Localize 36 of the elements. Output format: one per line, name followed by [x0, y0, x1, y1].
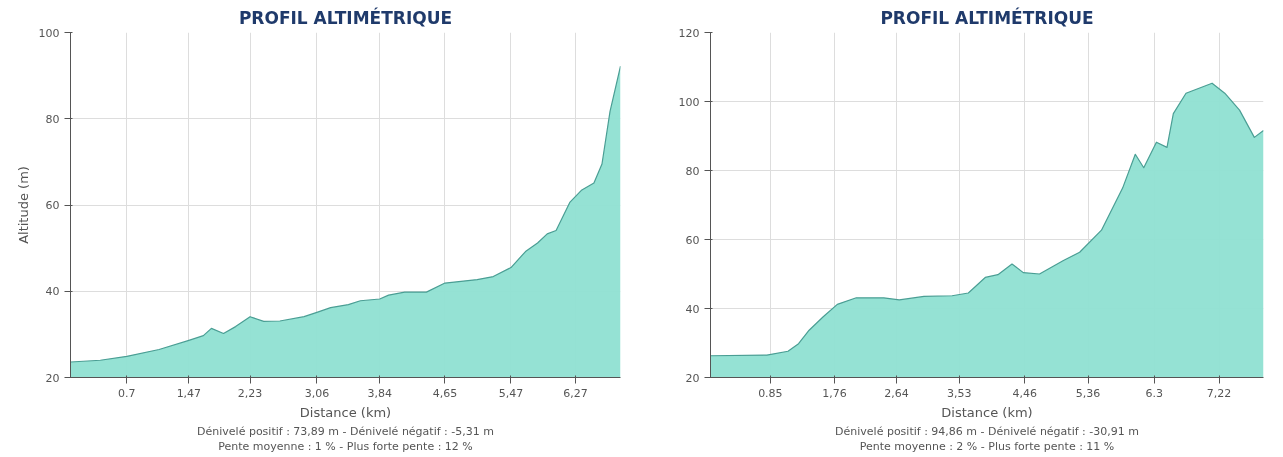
x-tick-label: 7,22: [1206, 386, 1232, 400]
y-tick-label: 80: [685, 164, 700, 178]
y-tick-label: 100: [678, 95, 700, 109]
x-tick-label: 6,27: [563, 386, 588, 400]
y-tick-label: 20: [45, 371, 60, 385]
y-tick-label: 60: [685, 233, 700, 247]
x-axis-title: Distance (km): [941, 404, 1033, 420]
y-tick-label: 20: [685, 371, 700, 385]
x-tick-label: 2,23: [237, 386, 263, 400]
x-tick-label: 3,84: [367, 386, 392, 400]
x-tick-label: 0.7: [118, 386, 136, 400]
x-tick-label: 5,47: [498, 386, 524, 400]
x-tick-label: 4,65: [432, 386, 458, 400]
y-axis-title: Altitude (m): [15, 166, 31, 244]
text: Pente moyenne : 1 % - Plus forte pente : 12 %: [218, 439, 473, 453]
x-tick-label: 1,47: [176, 386, 202, 400]
y-tick-label: 40: [45, 285, 60, 299]
x-tick-label: 4,46: [1012, 386, 1037, 400]
text: Dénivelé positif : 94,86 m - Dénivelé négatif : -30,91 m: [835, 424, 1139, 438]
x-tick-label: 3,06: [304, 386, 330, 400]
x-tick-label: 0.85: [758, 386, 783, 400]
x-tick-label: 5,36: [1075, 386, 1101, 400]
y-tick-label: 120: [678, 26, 700, 40]
text: Dénivelé positif : 73,89 m - Dénivelé négatif : -5,31 m: [197, 424, 494, 438]
y-tick-label: 60: [45, 199, 60, 212]
x-tick-label: 1,76: [822, 386, 847, 400]
chart-title: PROFIL ALTIMÉTRIQUE: [238, 6, 453, 28]
x-axis-title: Distance (km): [299, 404, 392, 420]
chart-title: PROFIL ALTIMÉTRIQUE: [880, 6, 1094, 28]
y-tick-label: 80: [45, 112, 60, 126]
y-tick-label: 40: [685, 302, 700, 316]
x-tick-label: 6.3: [1145, 386, 1164, 400]
y-tick-label: 100: [38, 26, 60, 40]
text: Pente moyenne : 2 % - Plus forte pente : 11 %: [859, 439, 1115, 453]
x-tick-label: 3,53: [946, 386, 972, 400]
x-tick-label: 2,64: [884, 386, 909, 400]
